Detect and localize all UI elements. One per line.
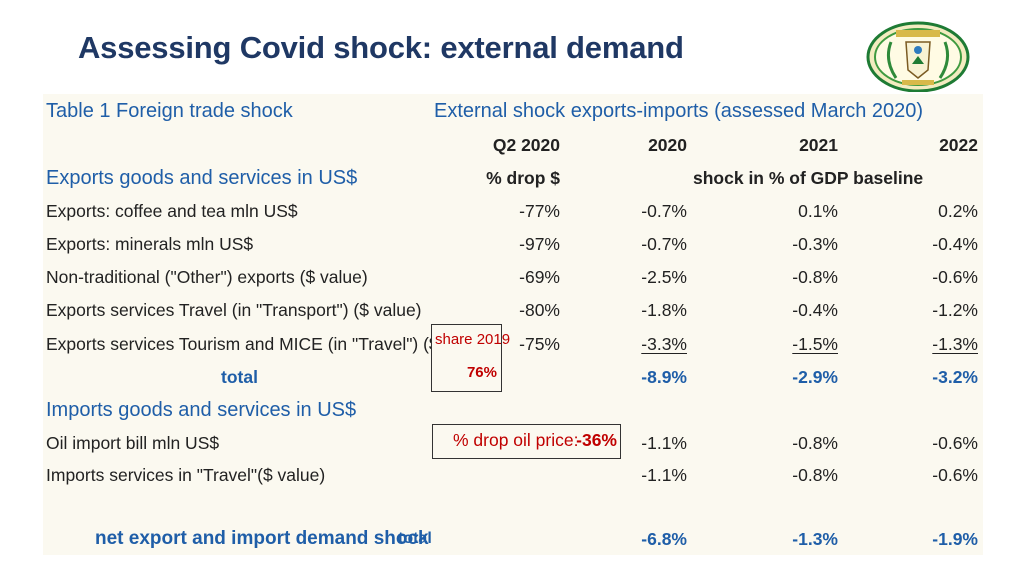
table-row: Non-traditional ("Other") exports ($ val… <box>46 267 978 287</box>
table-row: Exports services Travel (in "Transport")… <box>46 300 978 320</box>
exports-total-label: total <box>221 367 258 387</box>
table-row: Imports services in "Travel"($ value) -1… <box>46 465 978 485</box>
share-2019-label: share 2019 <box>435 331 511 348</box>
oil-price-drop-box: % drop oil price: -36% <box>432 424 621 459</box>
sub-gdp-baseline: shock in % of GDP baseline <box>693 168 924 188</box>
coat-of-arms-seal <box>866 21 970 92</box>
col-q2-2020: Q2 2020 <box>492 135 560 155</box>
oil-drop-label: % drop oil price: <box>453 430 579 450</box>
sub-q2-drop: % drop $ <box>486 168 560 188</box>
table-row: Oil import bill mln US$ -1.1% -0.8% -0.6… <box>46 433 978 453</box>
share-2019-box: share 2019 76% <box>431 324 510 392</box>
imports-section-heading: Imports goods and services in US$ <box>46 399 357 421</box>
col-2020: 2020 <box>648 135 687 155</box>
col-2022: 2022 <box>939 135 978 155</box>
table-row: Exports: coffee and tea mln US$ -77% -0.… <box>46 201 978 221</box>
oil-drop-value: -36% <box>576 430 617 450</box>
table-title: Table 1 Foreign trade shock <box>46 100 293 122</box>
net-total-label: net export and import demand shock <box>95 528 429 549</box>
net-total-suffix: total <box>398 530 432 547</box>
table-row: Exports: minerals mln US$ -97% -0.7% -0.… <box>46 234 978 254</box>
share-2019-value: 76% <box>466 364 497 381</box>
table-row: Exports services Tourism and MICE (in "T… <box>46 334 978 354</box>
slide-title: Assessing Covid shock: external demand <box>78 30 684 65</box>
col-2021: 2021 <box>799 135 838 155</box>
exports-section-heading: Exports goods and services in US$ <box>46 167 358 189</box>
foreign-trade-shock-table: Table 1 Foreign trade shock External sho… <box>43 94 983 555</box>
external-shock-header: External shock exports-imports (assessed… <box>434 100 924 122</box>
